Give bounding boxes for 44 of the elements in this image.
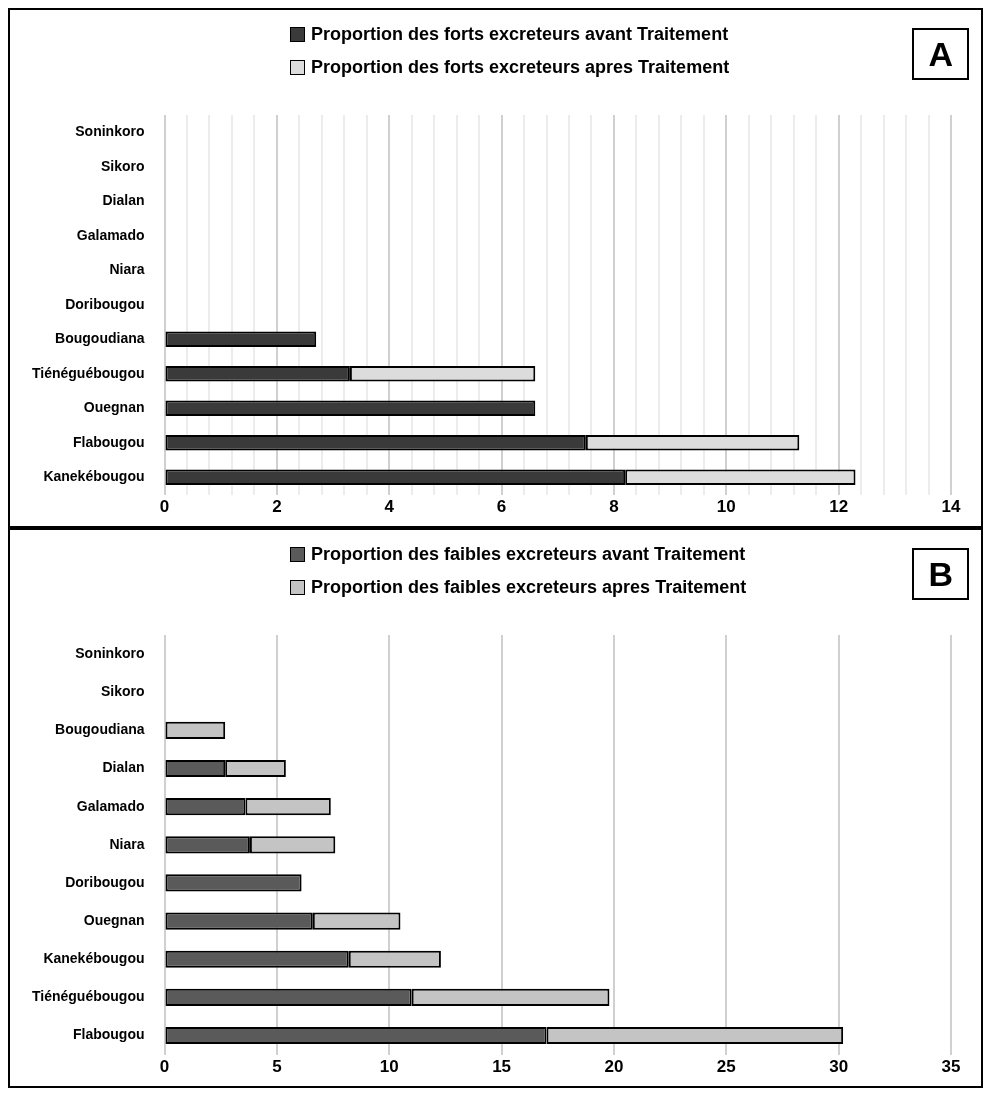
y-tick-label: Galamado: [76, 797, 145, 814]
x-tick-label: 10: [716, 497, 736, 517]
legend-label: Proportion des forts excreteurs apres Traitement: [311, 57, 730, 78]
legend-label: Proportion des forts excreteurs avant Traitement: [311, 24, 729, 45]
y-tick-label: Soninkoro: [75, 123, 145, 140]
legend-label: Proportion des faibles excreteurs avant Traitement: [311, 544, 746, 565]
y-tick-label: Bougoudiana: [55, 721, 145, 738]
text: A: [912, 28, 969, 80]
x-tick-label: 35: [941, 1057, 961, 1077]
x-tick-label: 5: [272, 1057, 282, 1077]
x-tick-label: 30: [829, 1057, 849, 1077]
y-tick-label: Ouegnan: [83, 911, 145, 928]
x-tick-label: 6: [496, 497, 507, 517]
text: B: [912, 548, 969, 600]
y-tick-label: Dialan: [102, 759, 145, 776]
y-tick-label: Dialan: [102, 192, 145, 209]
legend-label: Proportion des faibles excreteurs apres Traitement: [311, 577, 747, 598]
y-tick-label: Niara: [109, 261, 145, 278]
x-tick-label: 0: [159, 497, 170, 517]
y-tick-label: Flabougou: [72, 1026, 145, 1043]
x-tick-label: 4: [384, 497, 395, 517]
y-tick-label: Doribougou: [65, 873, 145, 890]
x-tick-label: 15: [492, 1057, 512, 1077]
x-tick-label: 2: [272, 497, 282, 517]
y-tick-label: Tiénéguébougou: [32, 364, 145, 381]
y-tick-label: Doribougou: [65, 295, 145, 312]
y-tick-label: Galamado: [76, 226, 145, 243]
x-tick-label: 25: [716, 1057, 736, 1077]
y-tick-label: Tiénéguébougou: [32, 988, 145, 1005]
x-tick-label: 12: [829, 497, 849, 517]
x-tick-label: 8: [609, 497, 619, 517]
x-tick-label: 10: [379, 1057, 399, 1077]
x-tick-label: 14: [941, 497, 961, 517]
y-tick-label: Sikoro: [100, 683, 145, 700]
y-tick-label: Bougoudiana: [55, 330, 145, 347]
y-tick-label: Soninkoro: [75, 644, 145, 661]
x-tick-label: 0: [159, 1057, 170, 1077]
y-tick-label: Ouegnan: [83, 399, 145, 416]
y-tick-label: Flabougou: [72, 433, 145, 450]
y-tick-label: Sikoro: [100, 157, 145, 174]
y-tick-label: Kanekébougou: [43, 950, 145, 967]
y-tick-label: Kanekébougou: [43, 468, 145, 485]
y-tick-label: Niara: [109, 835, 145, 852]
x-tick-label: 20: [604, 1057, 624, 1077]
